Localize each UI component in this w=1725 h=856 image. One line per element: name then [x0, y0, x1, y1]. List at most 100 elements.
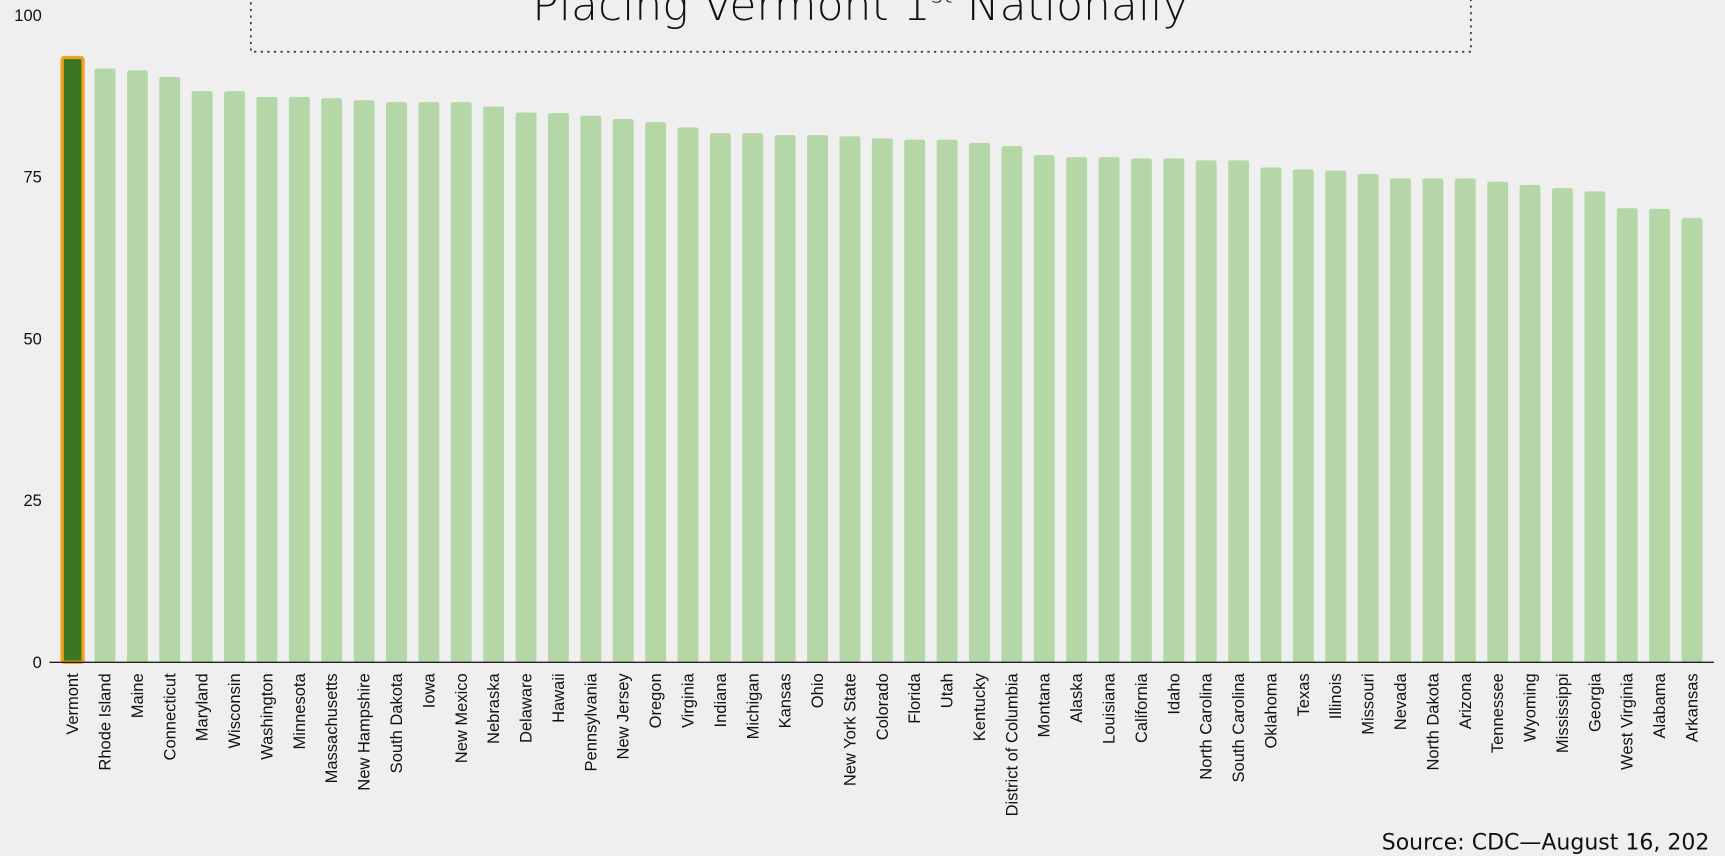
x-tick-label: Missouri — [1360, 673, 1378, 734]
bar — [1001, 146, 1023, 663]
bar — [677, 127, 699, 663]
x-tick-label: Washington — [258, 673, 276, 760]
x-tick-label: New York State — [841, 673, 859, 786]
x-tick-label: North Carolina — [1198, 673, 1216, 780]
bar — [612, 118, 634, 663]
x-tick-label: Tennessee — [1489, 673, 1507, 753]
bar — [126, 70, 148, 663]
bar — [1584, 191, 1606, 663]
bar — [936, 139, 958, 663]
x-tick-label: Arizona — [1457, 673, 1475, 730]
bar — [969, 142, 990, 663]
bar — [60, 55, 85, 664]
x-tick-label: Kentucky — [971, 673, 989, 742]
bar — [1616, 208, 1638, 663]
x-tick-label: Virginia — [679, 673, 697, 729]
bar — [483, 106, 505, 663]
y-tick-label: 75 — [23, 169, 41, 187]
x-tick-label: Nebraska — [485, 673, 503, 744]
bar — [1195, 160, 1217, 663]
x-tick-label: South Dakota — [388, 673, 406, 774]
x-tick-label: Oklahoma — [1262, 673, 1280, 749]
x-tick-label: Massachusetts — [323, 673, 341, 783]
bar — [94, 68, 116, 663]
y-tick-label: 0 — [33, 654, 42, 672]
bar — [871, 138, 893, 663]
source: Source: CDC—August 16, 202 — [1382, 830, 1710, 855]
title-end: Nationally — [953, 0, 1189, 31]
bar — [904, 139, 926, 663]
x-tick-label: Minnesota — [291, 673, 309, 750]
x-tick-label: Arkansas — [1683, 673, 1701, 742]
x-tick-label: Louisiana — [1101, 673, 1119, 744]
x-tick-label: Delaware — [518, 673, 536, 743]
bar — [807, 135, 828, 663]
bar — [1098, 157, 1120, 663]
x-tick-label: Texas — [1295, 673, 1313, 716]
bar — [1519, 184, 1541, 663]
x-tick-label: Utah — [939, 673, 957, 708]
x-tick-label: Pennsylvania — [582, 673, 600, 772]
x-tick-label: Colorado — [874, 673, 892, 740]
bar — [1551, 188, 1573, 663]
title-main: Placing Vermont 1 — [532, 0, 930, 31]
bar — [1033, 155, 1055, 663]
x-tick-label: Indiana — [712, 673, 730, 728]
x-tick-label: Maryland — [194, 673, 212, 741]
x-tick-label: Montana — [1036, 673, 1054, 738]
x-tick-label: District of Columbia — [1003, 673, 1021, 817]
x-tick-label: Florida — [906, 673, 924, 724]
y-tick-label: 100 — [14, 7, 42, 25]
x-tick-label: Mississippi — [1554, 673, 1572, 753]
bar — [256, 96, 278, 663]
x-tick-label: Idaho — [1165, 673, 1183, 714]
y-tick-label: 25 — [23, 492, 41, 510]
title-superscript: st — [931, 0, 953, 8]
bar — [547, 113, 569, 663]
bar — [1681, 217, 1703, 663]
bar — [1163, 158, 1185, 663]
bar — [1066, 157, 1088, 663]
x-tick-label: California — [1133, 673, 1151, 744]
x-tick-label: New Mexico — [453, 673, 471, 763]
bar — [1649, 208, 1671, 663]
x-tick-label: Maine — [129, 673, 147, 718]
x-tick-label: Rhode Island — [96, 673, 114, 770]
bar — [742, 133, 764, 663]
bar — [709, 133, 731, 663]
x-tick-label: New Hampshire — [356, 673, 374, 790]
x-tick-label: Michigan — [744, 673, 762, 739]
x-tick-label: Alaska — [1068, 673, 1086, 723]
bar — [1292, 169, 1314, 663]
bar — [1228, 160, 1250, 663]
bar — [159, 76, 181, 663]
bar — [1422, 178, 1444, 663]
bar — [645, 122, 667, 663]
bar — [580, 115, 602, 663]
x-tick-label: West Virginia — [1619, 673, 1637, 770]
bar — [1390, 178, 1411, 663]
x-tick-label: Hawaii — [550, 673, 568, 723]
x-tick-label: Iowa — [420, 673, 438, 709]
x-tick-label: Nevada — [1392, 673, 1410, 731]
bar — [1454, 178, 1476, 663]
bar — [288, 96, 310, 663]
bar — [353, 100, 375, 663]
x-tick-label: Illinois — [1327, 673, 1345, 719]
y-tick-label: 50 — [23, 330, 41, 348]
x-tick-label: Connecticut — [161, 673, 179, 761]
x-tick-label: Wisconsin — [226, 673, 244, 748]
x-tick-label: Wyoming — [1522, 673, 1540, 742]
x-tick-label: South Carolina — [1230, 673, 1248, 783]
bar — [386, 102, 407, 663]
x-tick-label: Alabama — [1651, 673, 1669, 739]
bar — [1260, 167, 1282, 663]
bar — [418, 102, 440, 663]
x-tick-label: Ohio — [809, 673, 827, 708]
bar — [191, 91, 213, 663]
bar — [515, 112, 537, 663]
x-tick-label: Kansas — [777, 673, 795, 728]
bar — [839, 136, 861, 663]
